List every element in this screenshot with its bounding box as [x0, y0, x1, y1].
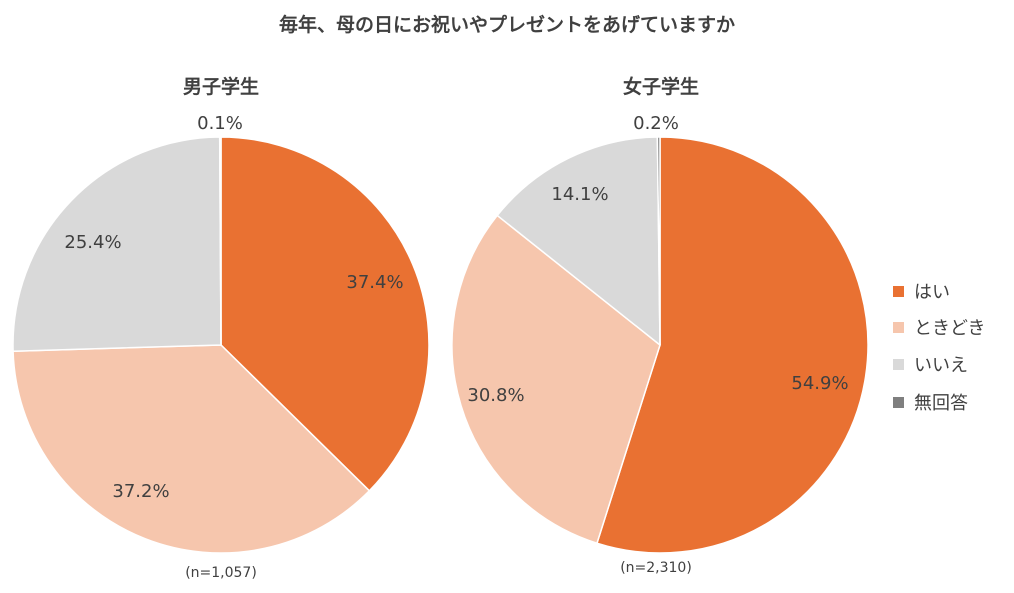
pie-slice-female-no: [496, 136, 661, 346]
legend-swatch-sometimes: [893, 322, 904, 333]
pie-title-female: 女子学生: [623, 75, 699, 98]
data-label-male-yes: 37.4%: [346, 272, 403, 293]
data-label-female-no: 14.1%: [551, 184, 608, 205]
pie-slice-female-noanswer: [656, 136, 661, 346]
pie-chart-male: 男子学生 37.4% 37.2% 25.4% 0.1% (n=1,057): [12, 75, 430, 581]
data-label-female-yes: 54.9%: [791, 373, 848, 394]
data-label-male-noanswer: 0.1%: [197, 113, 243, 134]
legend-label-noanswer: 無回答: [914, 393, 968, 414]
pie-slice-male-no: [12, 136, 222, 352]
pie-labels-female: 54.9% 30.8% 14.1% 0.2%: [467, 113, 848, 406]
legend: はい ときどき いいえ 無回答: [893, 282, 985, 414]
legend-swatch-noanswer: [893, 397, 904, 408]
pie-slice-male-sometimes: [12, 344, 371, 554]
data-label-male-sometimes: 37.2%: [112, 481, 169, 502]
legend-label-sometimes: ときどき: [914, 318, 985, 339]
legend-label-yes: はい: [914, 282, 950, 303]
data-label-female-noanswer: 0.2%: [633, 113, 679, 134]
sample-size-male: (n=1,057): [185, 565, 257, 581]
pie-slice-male-yes: [220, 136, 430, 492]
pie-slice-female-sometimes: [451, 214, 661, 544]
legend-item-noanswer: 無回答: [893, 393, 968, 414]
legend-item-yes: はい: [893, 282, 950, 303]
pie-labels-male: 37.4% 37.2% 25.4% 0.1%: [64, 113, 403, 502]
data-label-female-sometimes: 30.8%: [467, 385, 524, 406]
pie-slice-female-yes: [596, 136, 869, 554]
legend-swatch-no: [893, 359, 904, 370]
pie-chart-female: 女子学生 54.9% 30.8% 14.1% 0.2% (n=2,310): [451, 75, 869, 576]
sample-size-female: (n=2,310): [620, 560, 692, 576]
chart-title: 毎年、母の日にお祝いやプレゼントをあげていますか: [279, 13, 735, 36]
legend-item-sometimes: ときどき: [893, 318, 985, 339]
pie-slice-male-noanswer: [218, 136, 222, 346]
legend-swatch-yes: [893, 286, 904, 297]
legend-item-no: いいえ: [893, 355, 968, 376]
pie-slices-male: [12, 136, 430, 554]
pie-title-male: 男子学生: [183, 75, 259, 98]
pie-slices-female: [451, 136, 869, 554]
legend-label-no: いいえ: [914, 355, 968, 376]
data-label-male-no: 25.4%: [64, 232, 121, 253]
